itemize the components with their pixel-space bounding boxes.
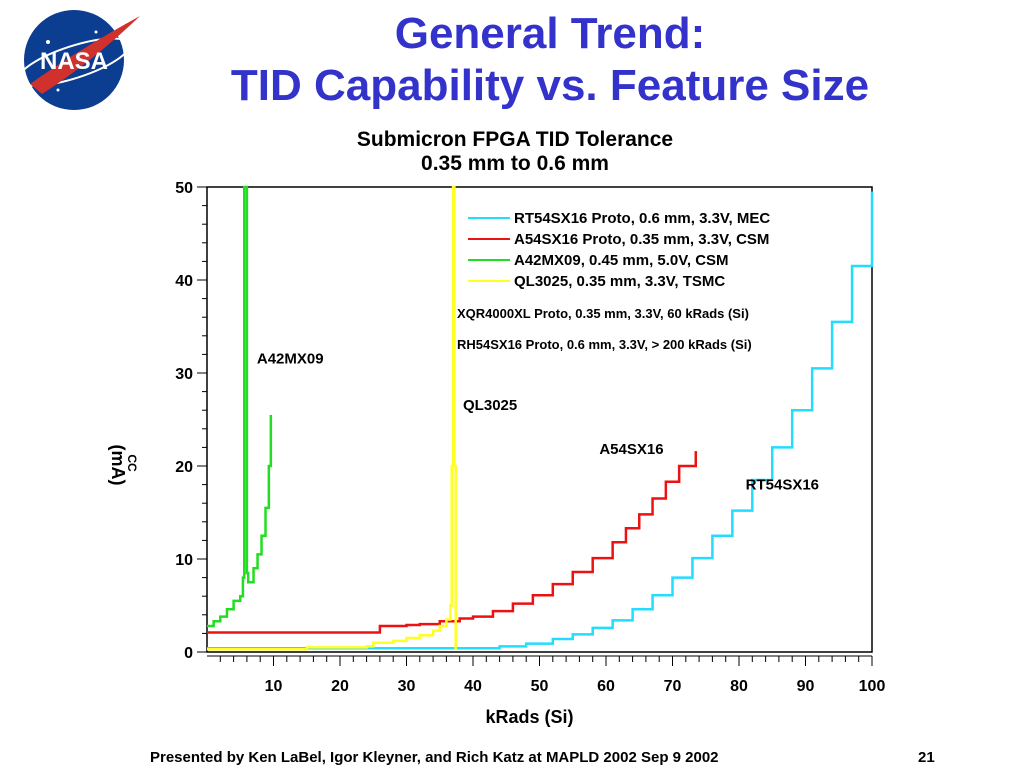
legend-label: A54SX16 Proto, 0.35 mm, 3.3V, CSM <box>514 231 769 248</box>
nasa-logo-vector <box>30 16 140 94</box>
nasa-logo-star <box>46 40 50 44</box>
footer-credit: Presented by Ken LaBel, Igor Kleyner, an… <box>150 749 719 766</box>
nasa-logo-text: NASA <box>40 48 108 75</box>
series-annotation: RT54SX16 <box>746 476 819 493</box>
x-tick-label: 50 <box>531 678 549 695</box>
x-tick-label: 20 <box>331 678 349 695</box>
legend-label: RT54SX16 Proto, 0.6 mm, 3.3V, MEC <box>514 210 770 227</box>
slide-title-line1: General Trend: <box>394 9 706 58</box>
page-number: 21 <box>918 749 935 766</box>
legend-label: QL3025, 0.35 mm, 3.3V, TSMC <box>514 273 725 290</box>
legend-label: A42MX09, 0.45 mm, 5.0V, CSM <box>514 252 729 269</box>
x-tick-label: 60 <box>597 678 615 695</box>
y-axis-label: (mA) <box>108 445 128 486</box>
series-line-a42mx09 <box>207 185 273 628</box>
series-line-ql3025 <box>207 185 457 651</box>
nasa-logo-orbit <box>17 37 131 87</box>
y-tick-label: 10 <box>175 552 193 569</box>
x-tick-label: 90 <box>797 678 815 695</box>
series-line-a54sx16 <box>207 451 698 634</box>
x-axis-label: kRads (Si) <box>485 707 573 727</box>
x-tick-label: 80 <box>730 678 748 695</box>
nasa-logo-star <box>94 30 98 34</box>
y-axis-label-subscript: CC <box>125 454 139 472</box>
chart-note: XQR4000XL Proto, 0.35 mm, 3.3V, 60 kRads… <box>457 306 749 321</box>
y-tick-label: 20 <box>175 459 193 476</box>
chart-note: RH54SX16 Proto, 0.6 mm, 3.3V, > 200 kRad… <box>457 337 752 352</box>
x-tick-label: 40 <box>464 678 482 695</box>
y-tick-label: 40 <box>175 273 193 290</box>
slide-title-line2: TID Capability vs. Feature Size <box>230 61 870 110</box>
chart-title: Submicron FPGA TID Tolerance <box>356 128 674 151</box>
slide-title: General Trend: TID Capability vs. Featur… <box>150 8 950 112</box>
series-annotation: QL3025 <box>463 397 517 414</box>
x-tick-label: 100 <box>859 678 886 695</box>
y-tick-label: 30 <box>175 366 193 383</box>
x-tick-label: 70 <box>664 678 682 695</box>
x-tick-label: 10 <box>265 678 283 695</box>
y-tick-label: 0 <box>184 645 193 662</box>
y-tick-label: 50 <box>175 180 193 197</box>
x-tick-label: 30 <box>398 678 416 695</box>
chart-subtitle: 0.35 mm to 0.6 mm <box>421 152 609 175</box>
nasa-logo: NASA <box>17 10 140 110</box>
nasa-logo-star <box>56 88 60 92</box>
series-annotation: A42MX09 <box>257 351 324 368</box>
series-line-rt54sx16 <box>207 191 874 650</box>
series-annotation: A54SX16 <box>599 441 663 458</box>
plot-frame <box>206 186 873 653</box>
